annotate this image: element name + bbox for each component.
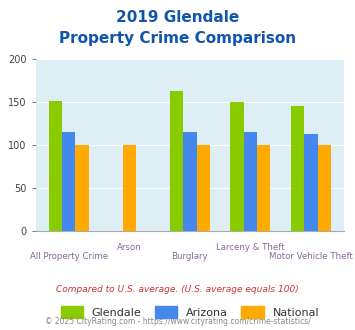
Bar xyxy=(170,91,183,231)
Bar xyxy=(257,145,271,231)
Legend: Glendale, Arizona, National: Glendale, Arizona, National xyxy=(56,302,323,322)
Text: Larceny & Theft: Larceny & Theft xyxy=(216,243,285,251)
Bar xyxy=(123,145,136,231)
Bar xyxy=(49,101,62,231)
Bar xyxy=(197,145,210,231)
Text: Compared to U.S. average. (U.S. average equals 100): Compared to U.S. average. (U.S. average … xyxy=(56,285,299,294)
Bar xyxy=(183,132,197,231)
Bar xyxy=(318,145,331,231)
Bar xyxy=(244,132,257,231)
Text: © 2025 CityRating.com - https://www.cityrating.com/crime-statistics/: © 2025 CityRating.com - https://www.city… xyxy=(45,317,310,326)
Text: Arson: Arson xyxy=(117,243,142,251)
Bar xyxy=(62,132,76,231)
Bar xyxy=(304,134,318,231)
Text: All Property Crime: All Property Crime xyxy=(30,252,108,261)
Text: Motor Vehicle Theft: Motor Vehicle Theft xyxy=(269,252,353,261)
Text: Burglary: Burglary xyxy=(171,252,208,261)
Bar xyxy=(76,145,89,231)
Bar xyxy=(291,106,304,231)
Text: 2019 Glendale: 2019 Glendale xyxy=(116,10,239,25)
Bar xyxy=(230,102,244,231)
Text: Property Crime Comparison: Property Crime Comparison xyxy=(59,31,296,46)
